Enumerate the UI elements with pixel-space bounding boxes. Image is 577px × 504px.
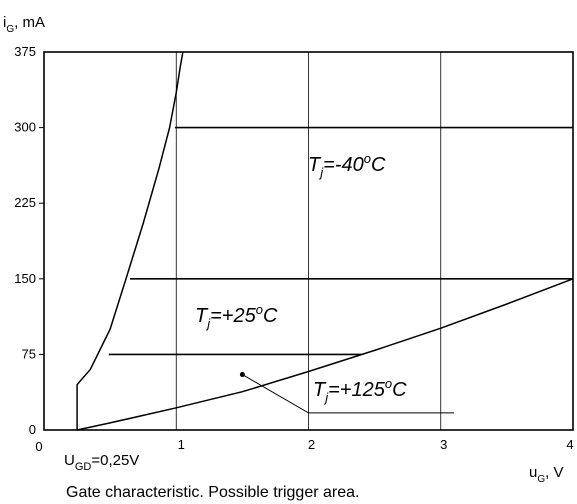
x-axis-label: uG, V <box>529 464 563 485</box>
tick-label-layer: 0 75 150 225 300 375 0 1 2 3 4 <box>14 44 573 454</box>
grid-layer <box>39 52 442 430</box>
y-tick-label: 300 <box>14 120 36 135</box>
x-tick-label: 1 <box>178 437 185 452</box>
y-tick-label: 225 <box>14 195 36 210</box>
gate-curve-1 <box>76 51 184 430</box>
x-tick-label: 0 <box>35 439 42 454</box>
chart-caption: Gate characteristic. Possible trigger ar… <box>66 484 359 501</box>
series-layer <box>76 51 574 431</box>
plot-frame <box>43 51 574 431</box>
temperature-label: Tj=-40oC <box>308 151 386 180</box>
y-tick-label: 75 <box>22 346 36 361</box>
y-tick-label: 0 <box>29 422 36 437</box>
temperature-label: Tj=+25oC <box>195 302 278 331</box>
y-tick-label: 375 <box>14 44 36 59</box>
temperature-label: Tj=+125oC <box>313 376 407 405</box>
x-tick-label: 2 <box>308 437 315 452</box>
pointer-line <box>242 374 454 414</box>
y-axis-label: iG, mA <box>3 14 45 35</box>
ugd-label: UGD=0,25V <box>64 452 139 473</box>
annotation-layer: Tj=-40oC Tj=+25oC Tj=+125oC UGD=0,25V <box>64 151 454 473</box>
y-tick-label: 150 <box>14 271 36 286</box>
gate-curve-2 <box>76 278 574 431</box>
threshold-layer <box>108 126 573 356</box>
pointer-dot <box>239 372 245 378</box>
x-tick-label: 4 <box>566 437 573 452</box>
x-tick-label: 3 <box>440 437 447 452</box>
